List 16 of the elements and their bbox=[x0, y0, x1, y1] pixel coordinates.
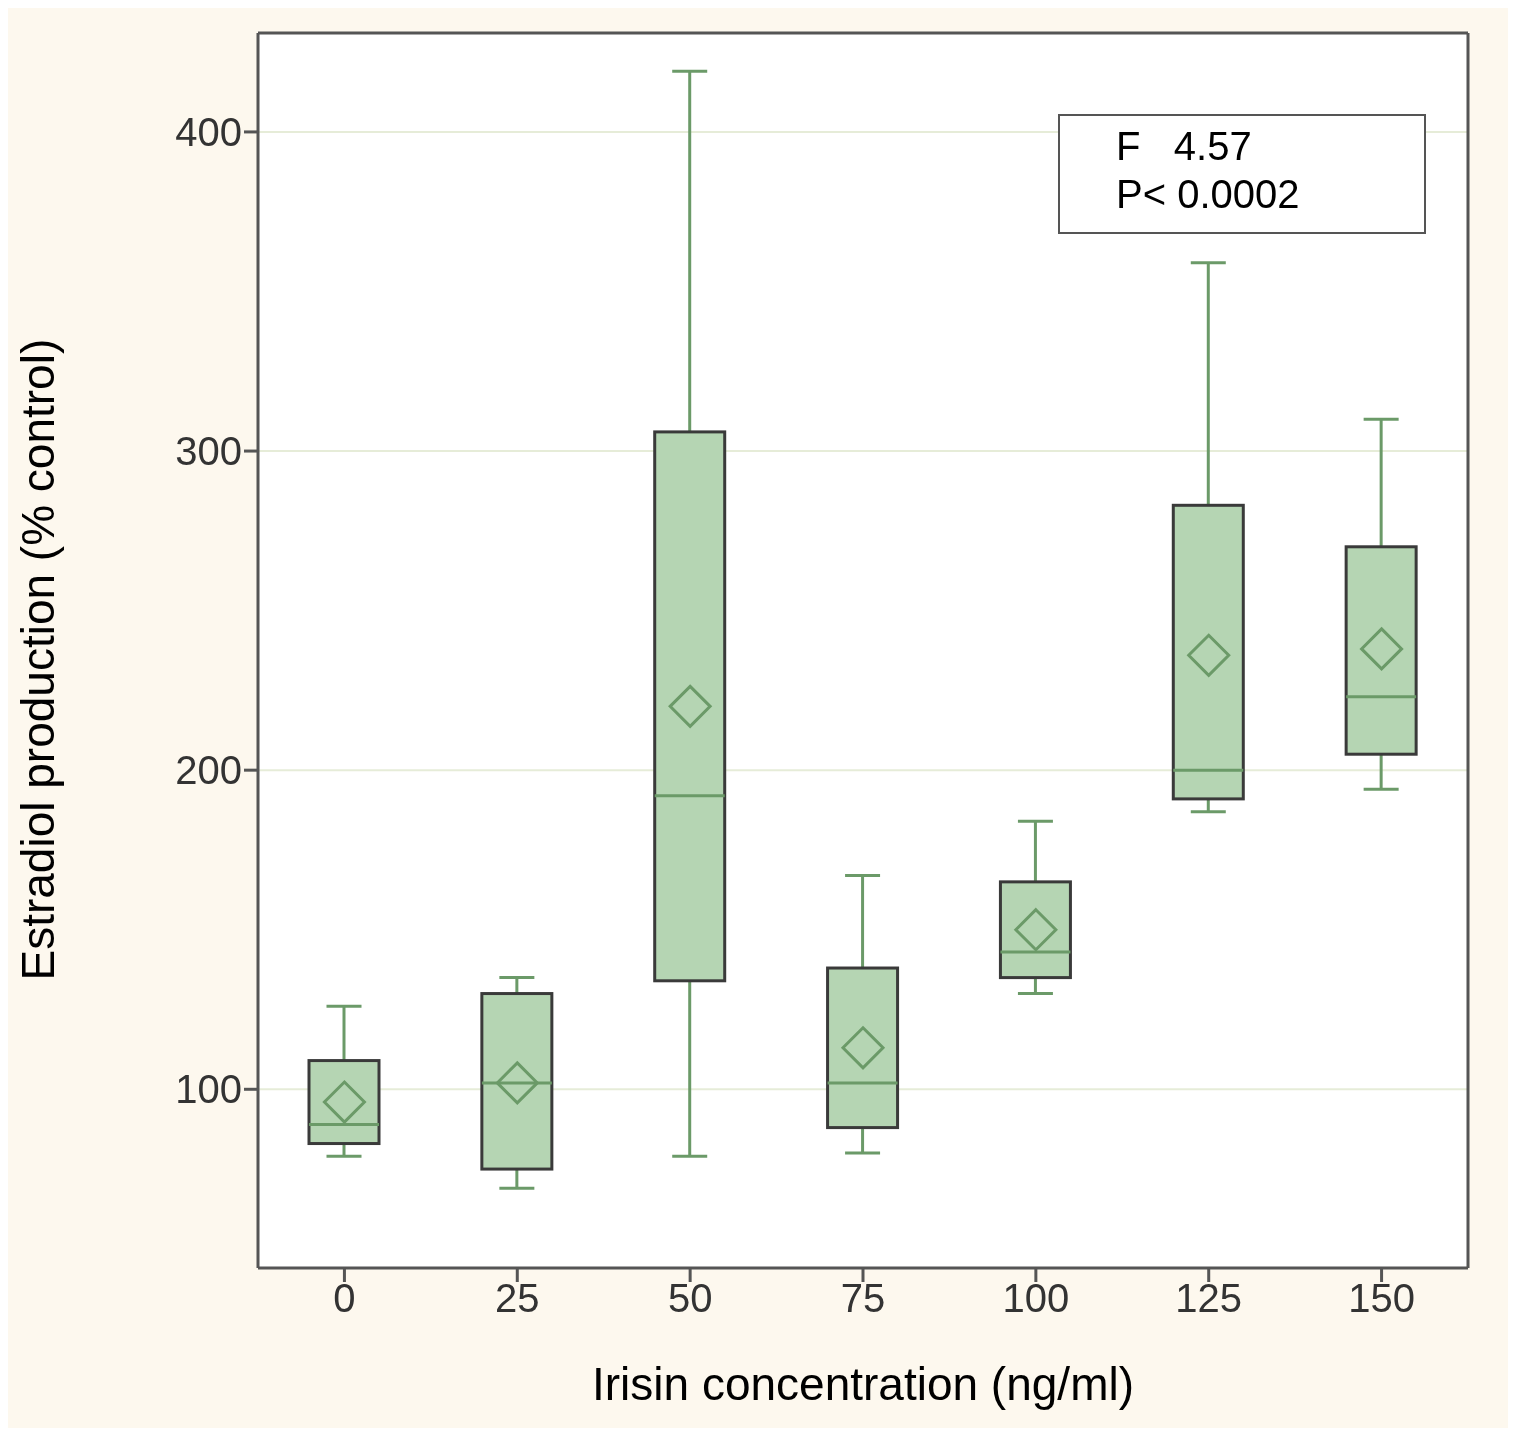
y-tick-label: 100 bbox=[175, 1067, 242, 1112]
x-tick-label: 150 bbox=[1348, 1276, 1415, 1321]
annotation-box: F 4.57 P< 0.0002 bbox=[1058, 114, 1426, 234]
x-tick-label: 25 bbox=[495, 1276, 540, 1321]
x-tick-label: 50 bbox=[667, 1276, 713, 1321]
y-tick-label: 400 bbox=[175, 110, 242, 155]
y-axis-title: Estradiol production (% control) bbox=[12, 338, 65, 981]
x-tick-label: 75 bbox=[840, 1276, 886, 1321]
x-axis-title: Irisin concentration (ng/ml) bbox=[592, 1358, 1134, 1410]
annotation: F 4.57 bbox=[1116, 123, 1253, 170]
annotation: P< 0.0002 bbox=[1116, 171, 1301, 218]
y-tick-label: 200 bbox=[175, 748, 242, 793]
x-tick-label: 0 bbox=[333, 1276, 356, 1321]
y-tick-label: 300 bbox=[175, 429, 242, 474]
x-tick-label: 125 bbox=[1175, 1276, 1243, 1321]
x-tick-label: 100 bbox=[1002, 1276, 1070, 1321]
